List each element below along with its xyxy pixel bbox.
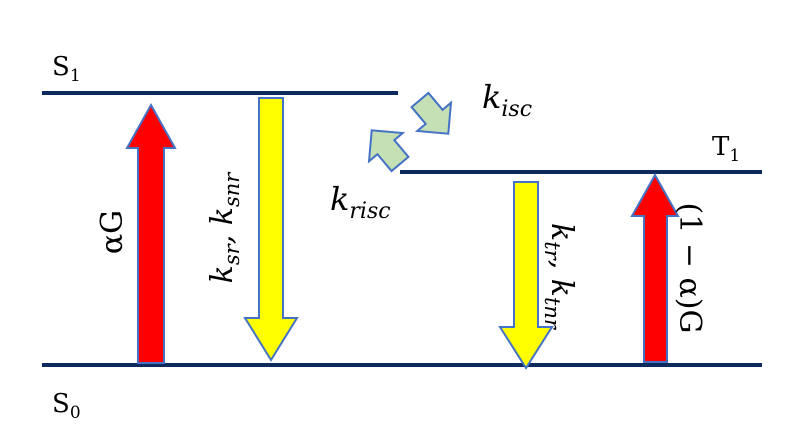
- singlet-generation-label: αG: [95, 210, 130, 254]
- singlet-generation-arrow: [125, 102, 177, 364]
- triplet-decay-label: ktr, ktnr: [540, 223, 579, 331]
- isc-label: kisc: [482, 78, 532, 122]
- singlet-decay-label: ksr, ksnr: [205, 171, 244, 284]
- triplet-decay-arrow: [498, 181, 554, 370]
- s1-label: S1: [52, 52, 81, 86]
- singlet-decay-arrow: [243, 97, 299, 362]
- risc-label: krisc: [330, 180, 391, 224]
- risc-arrow: [367, 129, 410, 173]
- isc-arrow: [410, 91, 453, 135]
- s0-label: S0: [52, 389, 81, 423]
- triplet-generation-arrow: [630, 172, 680, 363]
- triplet-generation-label: (1 − α)G: [672, 203, 707, 334]
- t1-label: T1: [712, 132, 740, 166]
